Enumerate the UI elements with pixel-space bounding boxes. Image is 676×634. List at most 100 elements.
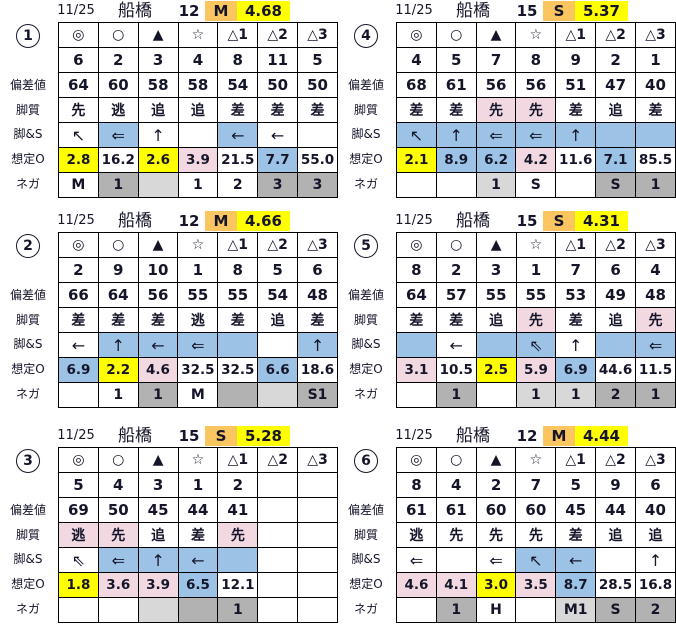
symbols-cell: △3 — [297, 22, 338, 48]
symbols-cell: △2 — [257, 22, 299, 48]
symbols-cell: △3 — [634, 447, 676, 473]
nega-cell — [555, 172, 597, 198]
symbols-cell: ▲ — [475, 22, 517, 48]
kyakushitsu-cell: 追 — [595, 97, 636, 123]
row-label-kyakushitsu: 脚質 — [353, 103, 378, 117]
horse_numbers-cell: 5 — [58, 472, 99, 498]
kyaku_s-cell: ← — [555, 547, 597, 573]
grid-row-symbols: ◎ ○ ▲ ☆ △1 △2 △3 — [58, 447, 338, 473]
kyaku_s-cell: ← — [217, 122, 259, 148]
nega-cell — [58, 597, 99, 623]
nega-cell — [137, 597, 179, 623]
hensachi-cell: 64 — [58, 72, 99, 98]
souteio-cell: 1.8 — [58, 572, 99, 598]
horse_numbers-cell: 7 — [555, 257, 597, 283]
horse_numbers-cell: 5 — [297, 47, 338, 73]
kyakushitsu-cell: 先 — [515, 522, 557, 548]
souteio-cell: 18.6 — [297, 357, 338, 383]
nega-cell — [475, 382, 517, 408]
horse_numbers-cell: 1 — [177, 472, 219, 498]
kyaku_s-cell — [257, 547, 299, 573]
souteio-cell: 3.1 — [396, 357, 437, 383]
horse_numbers-cell: 3 — [137, 47, 179, 73]
nega-cell — [297, 597, 338, 623]
horse_numbers-cell: 1 — [515, 257, 557, 283]
kyakushitsu-cell — [297, 522, 338, 548]
data-grid: ◎ ○ ▲ ☆ △1 △2 △3 4 5 7 8 9 2 1 68 61 56 56 51 47 40 差差先先差追差 ↖ ↑… — [396, 22, 676, 198]
nega-cell: S — [595, 597, 636, 623]
kyaku_s-cell: ↑ — [555, 332, 597, 358]
kyaku_s-cell — [595, 332, 637, 358]
souteio-cell: 2.1 — [396, 147, 437, 173]
nega-cell — [396, 382, 437, 408]
souteio-cell: 6.5 — [177, 572, 219, 598]
race-number: 12 — [178, 2, 200, 20]
race-number: 15 — [178, 427, 200, 445]
nega-cell: S — [515, 172, 557, 198]
horse_numbers-cell: 7 — [475, 47, 517, 73]
nega-cell: 1 — [635, 382, 676, 408]
kyaku_s-cell: ↖ — [58, 122, 99, 148]
nega-cell: 1 — [475, 172, 517, 198]
kyakushitsu-cell: 差 — [435, 307, 477, 333]
kyakushitsu-cell — [257, 522, 299, 548]
data-grid: ◎ ○ ▲ ☆ △1 △2 △3 8 4 2 7 5 9 6 61 61 60 60 45 44 40 逃先先先差追追 ⇐ ⇐… — [396, 447, 676, 623]
kyakushitsu-cell: 差 — [297, 97, 338, 123]
horse_numbers-cell — [297, 472, 338, 498]
nega-cell — [396, 597, 437, 623]
kyaku_s-cell — [396, 332, 437, 358]
hensachi-cell: 49 — [595, 282, 637, 308]
symbols-cell: △2 — [595, 22, 636, 48]
nega-cell — [177, 597, 219, 623]
race-number: 15 — [516, 212, 538, 230]
grid-row-souteio: 3.1 10.5 2.5 5.9 6.9 44.6 11.5 — [396, 357, 676, 383]
grid-row-horse_numbers: 2 9 10 1 8 5 6 — [58, 257, 338, 283]
symbols-cell: ◎ — [58, 22, 99, 48]
souteio-cell: 11.5 — [635, 357, 676, 383]
hensachi-cell: 68 — [396, 72, 437, 98]
row-label-nega: ネガ — [353, 177, 378, 191]
nega-cell: S — [595, 172, 636, 198]
souteio-cell: 10.5 — [435, 357, 477, 383]
horse_numbers-cell: 3 — [137, 472, 179, 498]
kyakushitsu-cell: 追 — [137, 522, 179, 548]
block-index-badge: 2 — [16, 234, 40, 258]
hensachi-cell: 58 — [177, 72, 219, 98]
hensachi-cell: 51 — [555, 72, 597, 98]
row-label-kyakushitsu: 脚質 — [15, 528, 40, 542]
row-label-souteio: 想定O — [11, 362, 45, 376]
nega-cell — [435, 172, 477, 198]
souteio-cell: 4.6 — [137, 357, 179, 383]
hensachi-cell: 50 — [97, 497, 139, 523]
symbols-cell: △2 — [257, 447, 299, 473]
hensachi-cell: 47 — [595, 72, 636, 98]
kyakushitsu-cell: 先 — [97, 522, 139, 548]
symbols-cell: ☆ — [515, 232, 557, 258]
kyaku_s-cell: ⇐ — [475, 122, 517, 148]
horse_numbers-cell: 5 — [435, 47, 477, 73]
hensachi-cell: 61 — [435, 497, 477, 523]
symbols-cell: ☆ — [515, 22, 557, 48]
kyakushitsu-cell: 差 — [634, 97, 676, 123]
horse_numbers-cell: 4 — [435, 472, 477, 498]
grid-row-souteio: 2.1 8.9 6.2 4.2 11.6 7.1 85.5 — [396, 147, 676, 173]
symbols-cell: ◎ — [396, 447, 437, 473]
nega-cell: M — [58, 172, 99, 198]
symbols-cell: ○ — [435, 447, 477, 473]
kyakushitsu-cell: 差 — [297, 307, 338, 333]
grid-row-hensachi: 66 64 56 55 55 54 48 — [58, 282, 338, 308]
souteio-cell: 11.6 — [555, 147, 597, 173]
race-number: 12 — [178, 212, 200, 230]
kyaku_s-cell: ↖ — [396, 122, 437, 148]
kyaku_s-cell — [297, 122, 338, 148]
horse_numbers-cell: 4 — [635, 257, 676, 283]
kyaku_s-cell: ↑ — [137, 547, 179, 573]
symbols-cell: △1 — [555, 22, 597, 48]
kyaku_s-cell: ← — [177, 547, 219, 573]
souteio-cell: 3.6 — [97, 572, 139, 598]
hensachi-cell: 55 — [515, 282, 557, 308]
souteio-cell: 2.5 — [475, 357, 517, 383]
block-index-badge: 6 — [354, 449, 378, 473]
